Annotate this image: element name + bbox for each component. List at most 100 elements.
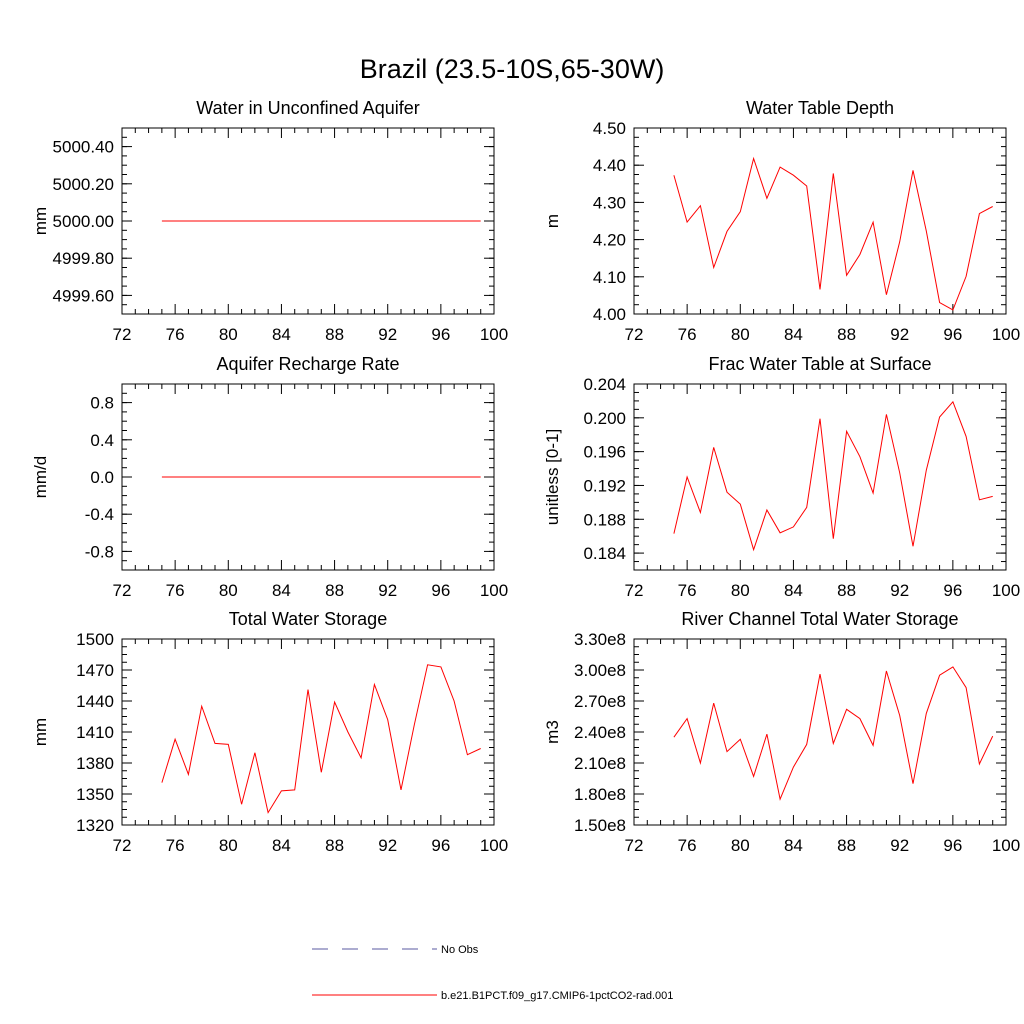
x-tick-label: 84 (784, 325, 803, 344)
x-tick-label: 100 (480, 581, 508, 600)
x-tick-label: 88 (325, 325, 344, 344)
y-tick-label: 1320 (76, 816, 114, 835)
panel-5: Total Water Storage mm 72 76 80 84 88 92 96 100 13… (31, 609, 508, 855)
y-axis-label: mm (31, 207, 50, 235)
x-tick-label: 92 (890, 581, 909, 600)
y-tick-label: 0.8 (90, 394, 114, 413)
x-tick-label: 84 (272, 325, 291, 344)
x-tick-label: 92 (378, 325, 397, 344)
y-tick-label: 0.192 (583, 476, 626, 495)
x-tick-label: 80 (219, 836, 238, 855)
x-tick-label: 84 (784, 836, 803, 855)
x-tick-label: 96 (431, 581, 450, 600)
y-tick-label: 0.196 (583, 443, 626, 462)
x-tick-label: 96 (431, 836, 450, 855)
series-line-1 (673, 400, 993, 552)
x-tick-label: 96 (943, 581, 962, 600)
x-tick-label: 80 (219, 325, 238, 344)
y-axis-label: mm (31, 718, 50, 746)
y-tick-label: 1380 (76, 754, 114, 773)
y-tick-label: 4.10 (593, 268, 626, 287)
y-tick-label: 2.10e8 (574, 754, 626, 773)
series-line-1 (161, 664, 481, 814)
y-tick-label: 0.4 (90, 431, 114, 450)
x-tick-label: 76 (678, 325, 697, 344)
y-tick-label: 1.50e8 (574, 816, 626, 835)
x-tick-label: 100 (992, 581, 1020, 600)
y-tick-label: -0.8 (85, 542, 114, 561)
x-tick-label: 76 (166, 836, 185, 855)
y-tick-label: 2.40e8 (574, 723, 626, 742)
panel-3: Aquifer Recharge Rate mm/d 72 76 80 84 88 92 96 1… (31, 354, 508, 600)
y-tick-label: 5000.20 (53, 175, 114, 194)
y-tick-label: 4.00 (593, 305, 626, 324)
x-tick-label: 72 (625, 836, 644, 855)
x-tick-label: 76 (678, 581, 697, 600)
panel-title: Frac Water Table at Surface (708, 354, 931, 374)
x-tick-label: 76 (166, 325, 185, 344)
y-tick-label: 5000.00 (53, 212, 114, 231)
y-tick-label: 3.30e8 (574, 630, 626, 649)
y-tick-label: 1470 (76, 661, 114, 680)
panel-title: Water Table Depth (746, 98, 894, 118)
y-tick-label: -0.4 (85, 505, 114, 524)
x-tick-label: 96 (943, 325, 962, 344)
x-tick-label: 88 (325, 581, 344, 600)
x-tick-label: 84 (272, 581, 291, 600)
panel-title: Aquifer Recharge Rate (216, 354, 399, 374)
x-tick-label: 88 (837, 581, 856, 600)
y-tick-label: 1410 (76, 723, 114, 742)
x-tick-label: 92 (890, 836, 909, 855)
y-tick-label: 4.30 (593, 193, 626, 212)
x-tick-label: 92 (378, 581, 397, 600)
panels-group: Water in Unconfined Aquifer mm 72 76 80 84 88 9… (31, 98, 1020, 855)
x-tick-label: 76 (166, 581, 185, 600)
x-tick-label: 88 (837, 836, 856, 855)
x-tick-label: 84 (784, 581, 803, 600)
x-tick-label: 80 (731, 325, 750, 344)
panel-title: River Channel Total Water Storage (681, 609, 958, 629)
panel-4: Frac Water Table at Surface unitless [0-1… (543, 354, 1020, 600)
x-tick-label: 72 (113, 325, 132, 344)
y-tick-label: 1440 (76, 692, 114, 711)
series-line-1 (673, 666, 994, 801)
y-tick-label: 2.70e8 (574, 692, 626, 711)
x-tick-label: 80 (219, 581, 238, 600)
y-axis-label: unitless [0-1] (543, 429, 562, 525)
y-axis-label: m3 (543, 720, 562, 744)
x-tick-label: 72 (625, 325, 644, 344)
y-tick-label: 0.200 (583, 409, 626, 428)
y-tick-label: 5000.40 (53, 138, 114, 157)
y-tick-label: 4999.60 (53, 286, 114, 305)
y-tick-label: 4.50 (593, 119, 626, 138)
y-axis-label: mm/d (31, 456, 50, 499)
y-tick-label: 3.00e8 (574, 661, 626, 680)
x-tick-label: 80 (731, 581, 750, 600)
legend-label-no-obs: No Obs (441, 944, 479, 956)
y-tick-label: 0.184 (583, 544, 626, 563)
series-line-1 (673, 156, 993, 311)
x-tick-label: 88 (325, 836, 344, 855)
x-tick-label: 100 (480, 325, 508, 344)
x-tick-label: 72 (113, 836, 132, 855)
x-tick-label: 100 (992, 836, 1020, 855)
y-tick-label: 4.20 (593, 231, 626, 250)
x-tick-label: 76 (678, 836, 697, 855)
y-tick-label: 1500 (76, 630, 114, 649)
x-tick-label: 84 (272, 836, 291, 855)
y-tick-label: 0.0 (90, 468, 114, 487)
legend-label-model-run: b.e21.B1PCT.f09_g17.CMIP6-1pctCO2-rad.00… (441, 990, 673, 1002)
x-tick-label: 100 (480, 836, 508, 855)
panel-2: Water Table Depth m 72 76 80 84 88 92 96 100 4.00 4… (543, 98, 1020, 344)
panel-1: Water in Unconfined Aquifer mm 72 76 80 84 88 9… (31, 98, 508, 344)
legend: No Obs b.e21.B1PCT.f09_g17.CMIP6-1pctCO2… (312, 944, 673, 1002)
y-tick-label: 0.204 (583, 375, 626, 394)
y-tick-label: 4999.80 (53, 249, 114, 268)
x-tick-label: 96 (943, 836, 962, 855)
x-tick-label: 92 (378, 836, 397, 855)
y-tick-label: 4.40 (593, 156, 626, 175)
y-tick-label: 0.188 (583, 510, 626, 529)
panel-6: River Channel Total Water Storage m3 72 76 8… (543, 609, 1020, 855)
